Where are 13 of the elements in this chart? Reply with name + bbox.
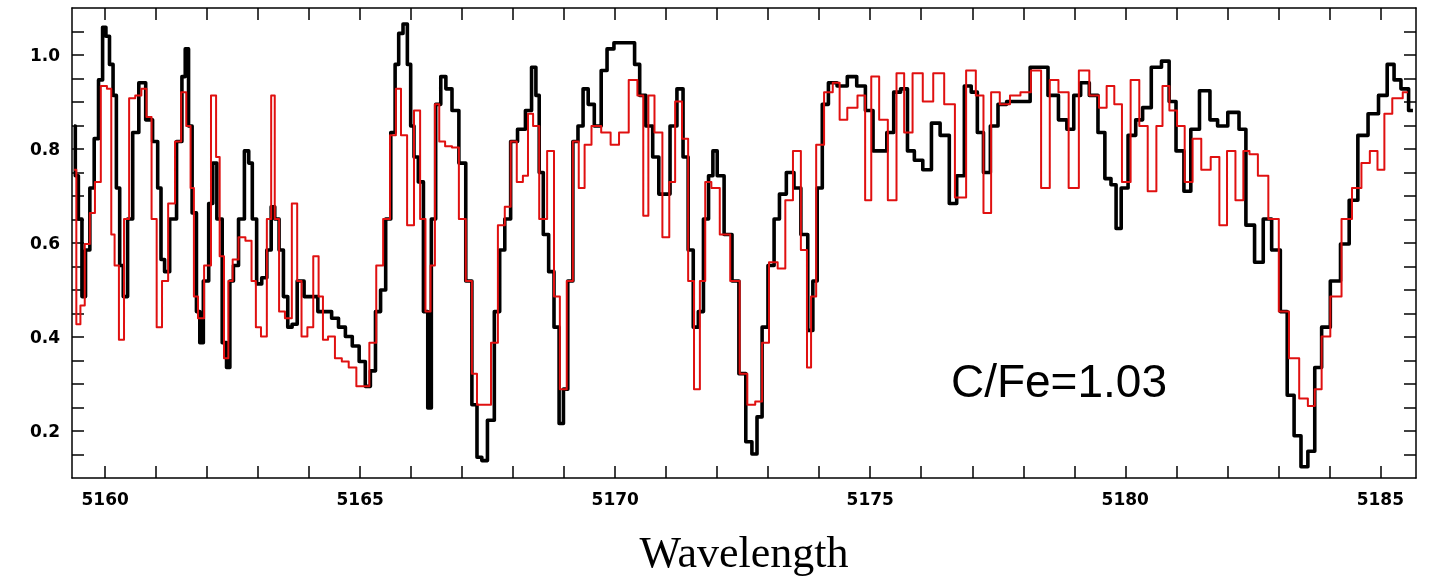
x-axis-title: Wavelength [639,527,849,577]
x-tick-label: 5175 [846,488,894,509]
y-tick-label: 0.8 [29,139,60,159]
x-tick-label: 5170 [591,488,640,509]
y-tick-label: 0.2 [29,421,60,441]
y-tick-label: 1.0 [29,45,61,65]
y-tick-label: 0.4 [29,327,61,347]
y-tick-label: 0.6 [29,233,60,253]
x-tick-label: 5165 [336,488,384,509]
x-tick-label: 5185 [1356,488,1404,509]
annotation: C/Fe=1.03 [950,355,1167,407]
x-tick-label: 5180 [1101,488,1150,509]
x-tick-label: 5160 [81,488,129,509]
